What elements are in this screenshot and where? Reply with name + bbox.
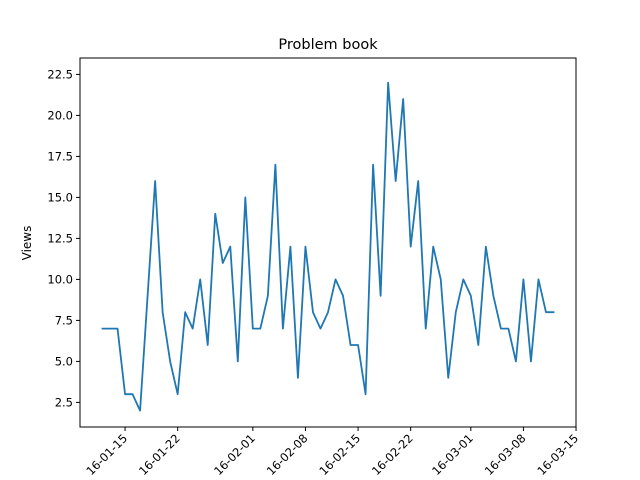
chart-title: Problem book [278,37,378,53]
y-axis-ticks: 2.5 5.0 7.5 10.0 12.5 15.0 17.5 20.0 22.5 [47,67,80,409]
y-tick-label: 17.5 [47,149,73,163]
y-tick-label: 22.5 [47,67,73,81]
y-tick-label: 5.0 [55,354,73,368]
x-tick-label: 16-02-01 [211,431,258,478]
y-tick-label: 15.0 [47,190,73,204]
x-tick-label: 16-03-08 [482,431,529,478]
series-line [101,81,555,412]
x-tick-label: 16-01-22 [136,431,183,478]
x-axis-ticks: 16-01-15 16-01-22 16-02-01 16-02-08 16-02-15… [83,427,581,478]
y-axis-label: Views [20,226,34,261]
y-tick-label: 2.5 [55,395,73,409]
x-tick-label: 16-03-15 [534,431,581,478]
x-tick-label: 16-01-15 [83,431,130,478]
y-tick-label: 12.5 [47,231,73,245]
x-tick-label: 16-03-01 [429,431,476,478]
x-tick-label: 16-02-22 [369,431,416,478]
y-tick-label: 10.0 [47,272,73,286]
plot-frame [79,57,577,428]
x-tick-label: 16-02-15 [316,431,363,478]
y-tick-label: 7.5 [55,313,73,327]
y-tick-label: 20.0 [47,108,73,122]
x-tick-label: 16-02-08 [264,431,311,478]
